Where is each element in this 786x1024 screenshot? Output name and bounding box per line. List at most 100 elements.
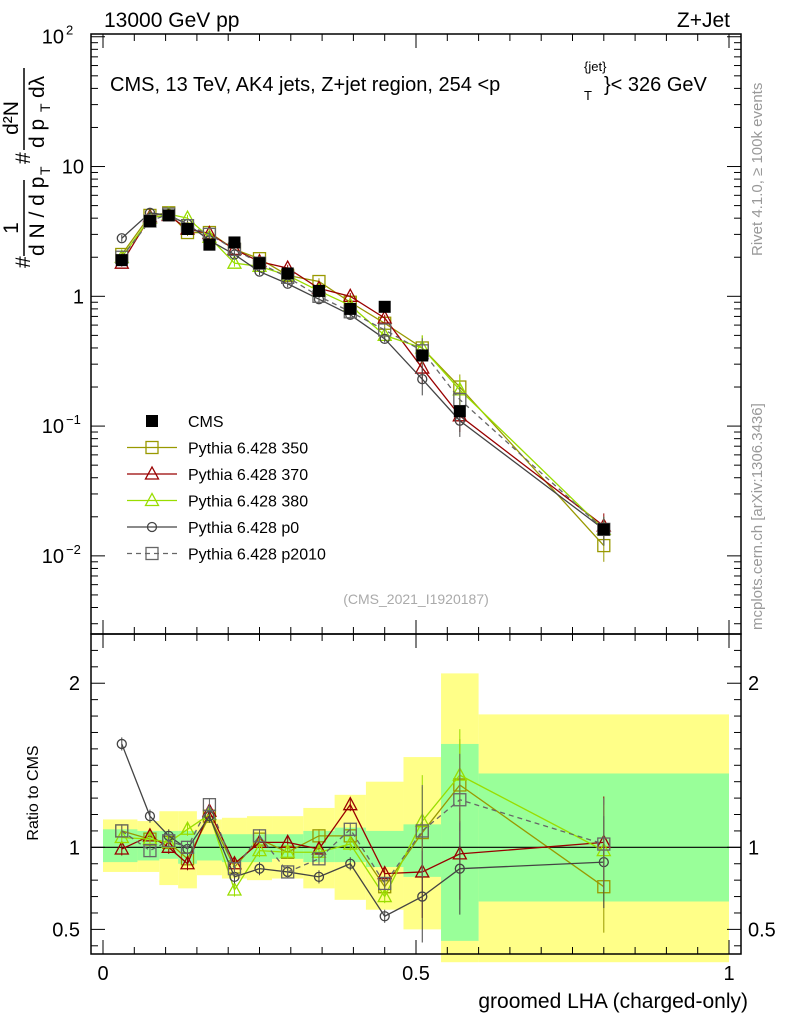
x-tick-label: 0 xyxy=(97,963,108,985)
legend-label-cms: CMS xyxy=(188,414,224,431)
ratio-point-pythia-6-428-p2010 xyxy=(343,822,357,836)
point-cms xyxy=(416,349,429,362)
legend-marker-pythia-6-428-380 xyxy=(144,492,160,507)
main-frame xyxy=(90,33,742,635)
point-pythia-6-428-370 xyxy=(342,287,358,302)
ratio-point-pythia-6-428-380 xyxy=(226,881,243,896)
ratio-y-label: Ratio to CMS xyxy=(25,745,42,840)
ratio-point-pythia-6-428-p2010 xyxy=(202,798,217,812)
title-tail: }< 326 GeV xyxy=(604,74,708,96)
legend: CMS Pythia 6.428 350 Pythia 6.428 370 Pythi… xyxy=(127,414,326,564)
point-cms xyxy=(344,302,357,315)
plot-title: CMS, 13 TeV, AK4 jets, Z+jet region, 254… xyxy=(110,59,708,103)
main-series xyxy=(114,205,612,562)
ratio-point-pythia-6-428-p2010 xyxy=(115,824,129,838)
y-tick-label: 10 xyxy=(62,157,84,179)
ratio-point-pythia-6-428-p2010 xyxy=(312,852,326,866)
x-tick-label: 0.5 xyxy=(402,963,430,985)
ratio-point-pythia-6-428-370 xyxy=(114,840,130,855)
ratio-tick-label-left: 2 xyxy=(69,673,80,695)
ratio-series xyxy=(114,729,612,943)
x-tick-label: 1 xyxy=(723,963,734,985)
point-cms xyxy=(312,284,325,297)
point-cms xyxy=(378,300,391,313)
point-pythia-6-428-380 xyxy=(226,254,243,269)
point-cms xyxy=(162,209,175,222)
ratio-point-pythia-6-428-p0 xyxy=(116,738,127,750)
ratio-point-pythia-6-428-380 xyxy=(280,843,296,858)
ratio-point-pythia-6-428-p2010 xyxy=(162,834,176,848)
ylabel-hash2: # xyxy=(12,152,35,164)
ratio-point-pythia-6-428-p2010 xyxy=(453,793,467,807)
ratio-point-pythia-6-428-p2010 xyxy=(252,829,267,843)
legend-label-pythia-6-428-p0: Pythia 6.428 p0 xyxy=(188,520,299,537)
ratio-point-pythia-6-428-p2010 xyxy=(415,824,429,838)
y-tick-exponent: 2 xyxy=(66,23,73,38)
ylabel-fraction-num: 1 xyxy=(0,222,23,234)
ratio-bands xyxy=(91,673,741,963)
legend-marker-pythia-6-428-370 xyxy=(144,465,160,480)
point-cms xyxy=(115,254,128,267)
ratio-point-pythia-6-428-p0 xyxy=(313,871,325,883)
ratio-point-pythia-6-428-p2010 xyxy=(180,840,195,854)
ylabel-deriv-den: d p xyxy=(26,119,49,148)
point-pythia-6-428-p0 xyxy=(116,233,127,244)
point-pythia-6-428-370 xyxy=(377,309,393,324)
ratio-point-pythia-6-428-p2010 xyxy=(143,843,157,858)
title-sub: T xyxy=(584,88,592,103)
ylabel-deriv-den-tail: dλ xyxy=(26,75,49,98)
ratio-point-pythia-6-428-p2010 xyxy=(227,862,242,876)
point-pythia-6-428-p0 xyxy=(417,373,428,385)
y-tick-exponent: −1 xyxy=(66,412,81,427)
ratio-line-pythia-6-428-p2010 xyxy=(121,799,604,885)
ratio-tick-label-left: 1 xyxy=(69,837,80,859)
ylabel-deriv-num: d²N xyxy=(0,101,23,135)
x-axis-label: groomed LHA (charged-only) xyxy=(478,990,748,1013)
ylabel-hash: # xyxy=(12,256,35,268)
ratio-point-pythia-6-428-p0 xyxy=(379,911,390,922)
legend-marker-cms xyxy=(146,415,158,427)
point-cms xyxy=(453,405,466,418)
side-text-mcplots: mcplots.cern.ch [arXiv:1306.3436] xyxy=(749,403,766,630)
side-text-rivet: Rivet 4.1.0, ≥ 100k events xyxy=(749,83,766,256)
legend-marker-pythia-6-428-p0 xyxy=(146,521,158,533)
legend-label-pythia-6-428-380: Pythia 6.428 380 xyxy=(188,494,308,511)
legend-marker-pythia-6-428-p2010 xyxy=(145,546,159,561)
y-tick-label: 10 xyxy=(42,546,64,568)
ylabel-fraction-den: d N / d p xyxy=(26,177,49,256)
y-tick-label: 10 xyxy=(42,27,64,49)
ratio-point-pythia-6-428-380 xyxy=(251,842,268,857)
point-cms xyxy=(281,267,294,280)
watermark: (CMS_2021_I1920187) xyxy=(343,591,489,607)
ratio-tick-label-right: 2 xyxy=(748,673,759,695)
ratio-point-pythia-6-428-370 xyxy=(342,796,358,811)
legend-marker-pythia-6-428-350 xyxy=(145,440,159,455)
ratio-point-pythia-6-428-380 xyxy=(377,888,393,903)
ratio-line-pythia-6-428-p0 xyxy=(121,743,604,918)
ratio-point-pythia-6-428-p0 xyxy=(454,863,465,874)
ratio-point-pythia-6-428-370 xyxy=(179,855,196,870)
ratio-point-pythia-6-428-p2010 xyxy=(597,837,611,851)
ratio-tick-label-left: 0.5 xyxy=(52,919,80,941)
ratio-point-pythia-6-428-p0 xyxy=(254,863,265,874)
header-left: 13000 GeV pp xyxy=(104,9,239,32)
ylabel-deriv-den-sub: T xyxy=(37,103,53,112)
point-cms xyxy=(253,257,266,270)
ylabel-den-sub: T xyxy=(37,166,53,175)
ratio-tick-label-right: 1 xyxy=(748,837,759,859)
ratio-point-pythia-6-428-p0 xyxy=(144,811,156,822)
band-green xyxy=(365,830,404,868)
ratio-point-pythia-6-428-p0 xyxy=(417,891,428,902)
point-pythia-6-428-p2010 xyxy=(378,323,392,337)
point-cms xyxy=(143,215,156,228)
y-tick-exponent: −2 xyxy=(66,542,81,557)
point-cms xyxy=(228,236,241,249)
ratio-point-pythia-6-428-380 xyxy=(342,835,358,850)
point-cms xyxy=(597,523,610,536)
point-pythia-6-428-p0 xyxy=(379,333,390,345)
ratio-point-pythia-6-428-p2010 xyxy=(281,865,295,879)
point-cms xyxy=(203,238,216,251)
ratio-line-pythia-6-428-370 xyxy=(121,803,604,875)
